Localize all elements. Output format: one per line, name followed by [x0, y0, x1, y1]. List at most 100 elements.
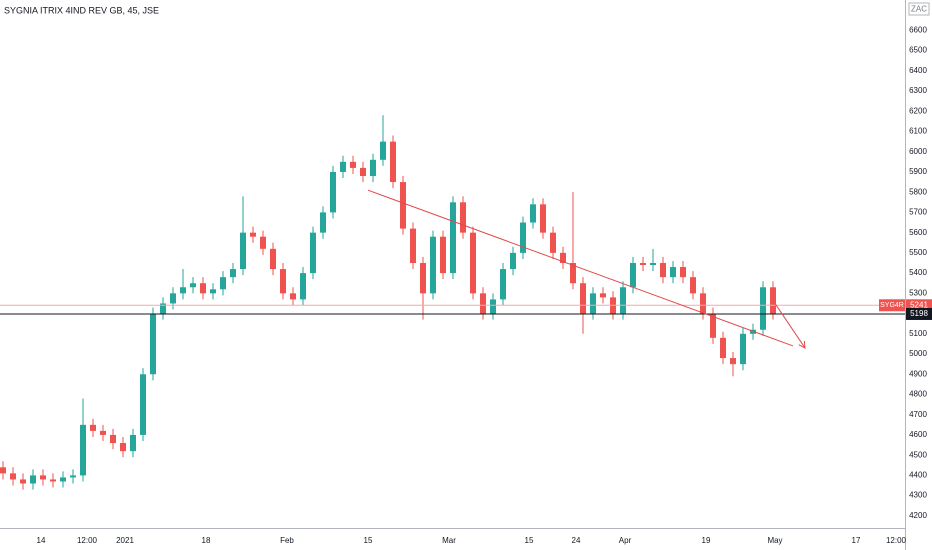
candle-body	[370, 159, 376, 176]
candle-body	[270, 248, 276, 270]
candle-body	[680, 267, 686, 278]
candle-body	[400, 182, 406, 229]
x-tick-label: 12:00	[886, 536, 907, 545]
candle-body	[390, 141, 396, 183]
candle-body	[10, 473, 16, 480]
y-tick-label: 5300	[909, 288, 927, 297]
candle-body	[420, 262, 426, 294]
candle-body	[630, 262, 636, 288]
candle-body	[760, 287, 766, 330]
candle-body	[300, 273, 306, 300]
candle-body	[540, 204, 546, 233]
candle-body	[210, 289, 216, 294]
candle-body	[770, 287, 776, 314]
price-label: 5241	[910, 300, 928, 309]
candle-body	[720, 337, 726, 359]
candle-body	[490, 299, 496, 314]
candle-body	[290, 293, 296, 300]
x-tick-label: Apr	[619, 536, 632, 545]
candle-body	[480, 293, 486, 314]
y-tick-label: 6500	[909, 46, 927, 55]
candle-body	[650, 262, 656, 266]
y-tick-label: 6000	[909, 147, 927, 156]
candle-body	[450, 202, 456, 274]
candle-body	[330, 171, 336, 213]
y-tick-label: 4500	[909, 450, 927, 459]
y-tick-label: 4200	[909, 511, 927, 520]
currency-box	[908, 2, 930, 16]
candle-body	[620, 287, 626, 314]
candle-body	[670, 267, 676, 278]
candle-body	[250, 232, 256, 237]
y-tick-label: 5600	[909, 228, 927, 237]
candle-body	[440, 236, 446, 274]
candle-body	[150, 313, 156, 375]
x-tick-label: 12:00	[77, 536, 98, 545]
candle-body	[580, 283, 586, 314]
candle-body	[570, 262, 576, 284]
candle-body	[160, 303, 166, 314]
x-tick-label: 17	[852, 536, 861, 545]
candle-body	[510, 252, 516, 270]
candle-body	[80, 424, 86, 476]
candle-body	[430, 236, 436, 294]
candle-body	[240, 232, 246, 270]
candle-body	[600, 293, 606, 298]
x-tick-label: 24	[572, 536, 581, 545]
series-name-box	[879, 299, 905, 312]
candle-body	[350, 161, 356, 168]
candle-body	[220, 277, 226, 290]
candle-body	[530, 204, 536, 223]
candle-body	[730, 358, 736, 365]
candle-body	[50, 479, 56, 482]
candle-body	[340, 161, 346, 172]
y-tick-label: 5700	[909, 208, 927, 217]
y-tick-label: 6600	[909, 25, 927, 34]
candle-body	[30, 475, 36, 484]
trend-line	[367, 189, 794, 347]
candle-body	[690, 277, 696, 294]
candle-body	[130, 434, 136, 452]
candle-body	[640, 262, 646, 266]
y-tick-label: 5900	[909, 167, 927, 176]
y-tick-label: 4800	[909, 390, 927, 399]
candle-body	[110, 434, 116, 444]
series-name: SYG4R	[880, 302, 904, 309]
candle-body	[200, 283, 206, 294]
candle-body	[190, 283, 196, 288]
x-tick-label: 2021	[116, 536, 134, 545]
x-tick-label: Feb	[280, 536, 294, 545]
candle-body	[280, 269, 286, 294]
x-tick-label: 14	[37, 536, 46, 545]
price-label-box	[906, 307, 932, 320]
y-tick-label: 5400	[909, 268, 927, 277]
candle-body	[70, 475, 76, 478]
candle-body	[380, 141, 386, 160]
candle-body	[660, 262, 666, 278]
y-tick-label: 5100	[909, 329, 927, 338]
candle-body	[170, 293, 176, 304]
candle-body	[90, 424, 96, 431]
candle-body	[320, 212, 326, 233]
currency: ZAC	[911, 5, 927, 14]
candle-body	[500, 269, 506, 300]
candle-body	[120, 443, 126, 452]
y-tick-label: 4600	[909, 430, 927, 439]
y-tick-label: 6300	[909, 86, 927, 95]
x-tick-label: May	[767, 536, 782, 545]
y-tick-label: 5800	[909, 187, 927, 196]
y-tick-label: 4400	[909, 471, 927, 480]
price-label: 5198	[910, 309, 928, 318]
y-tick-label: 6200	[909, 106, 927, 115]
candle-body	[310, 232, 316, 274]
candle-body	[710, 313, 716, 338]
chart-title: SYGNIA ITRIX 4IND REV GB, 45, JSE	[4, 5, 159, 15]
arrow-head	[798, 340, 806, 349]
candle-body	[0, 467, 6, 474]
trend-line	[774, 303, 806, 349]
candle-body	[100, 430, 106, 435]
candle-body	[550, 232, 556, 253]
candle-body	[560, 252, 566, 263]
